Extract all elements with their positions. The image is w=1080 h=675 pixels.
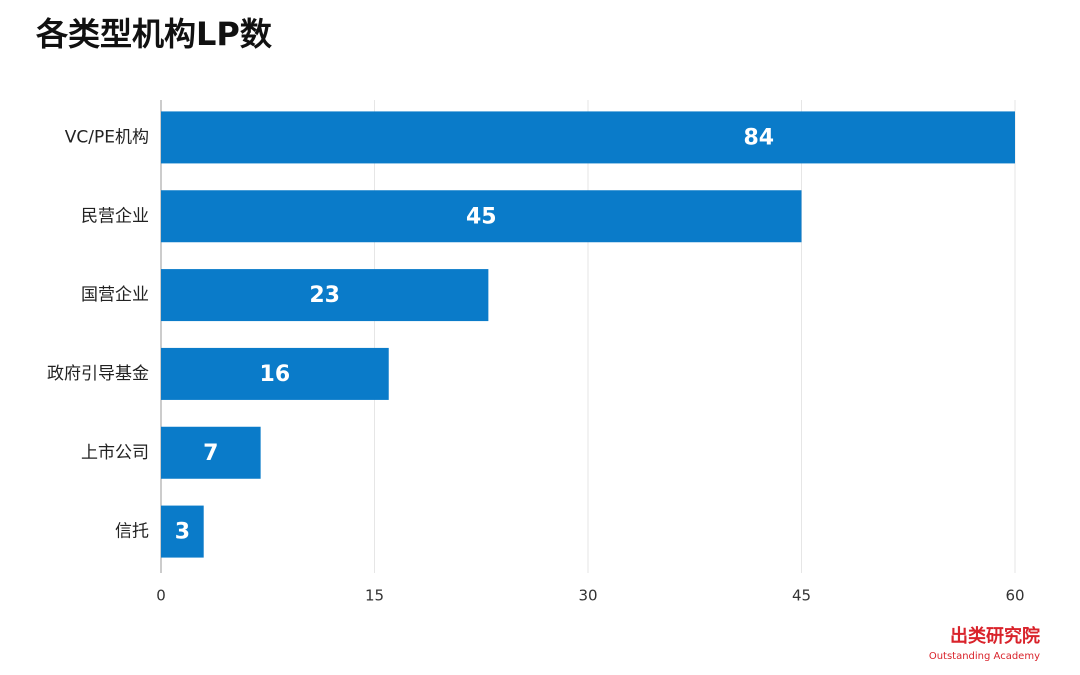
y-tick-label: 国营企业 (81, 285, 149, 305)
bar (161, 347, 389, 400)
labels: VC/PE机构 84 民营企业 45 国营企业 23 政府引导基金 16 上市公司 7 信托 3 (47, 125, 774, 544)
bar (161, 505, 204, 558)
watermark-title: 出类研究院 (950, 625, 1040, 647)
y-tick-label: 民营企业 (81, 206, 149, 226)
bar (161, 426, 261, 479)
x-tick-label: 45 (792, 587, 811, 605)
y-tick-label: 上市公司 (81, 443, 149, 463)
value-label: 45 (466, 204, 497, 229)
y-tick-label: VC/PE机构 (65, 127, 149, 147)
watermark-subtitle: Outstanding Academy (929, 651, 1040, 662)
value-label: 16 (260, 362, 291, 387)
y-tick-label: 政府引导基金 (47, 364, 149, 384)
bar (161, 190, 802, 243)
value-label: 7 (203, 441, 218, 466)
chart-title: 各类型机构LP数 (36, 15, 273, 53)
x-tick-label: 30 (578, 587, 597, 605)
x-tick-label: 0 (156, 587, 166, 605)
bar (161, 269, 489, 322)
grid: 0 15 30 45 60 (156, 100, 1025, 605)
value-label: 3 (175, 520, 190, 545)
x-tick-label: 60 (1005, 587, 1024, 605)
y-tick-label: 信托 (115, 522, 149, 542)
bars (161, 111, 1015, 558)
x-tick-label: 15 (365, 587, 384, 605)
bar (161, 111, 1015, 164)
value-label: 84 (743, 125, 774, 150)
value-label: 23 (309, 283, 340, 308)
